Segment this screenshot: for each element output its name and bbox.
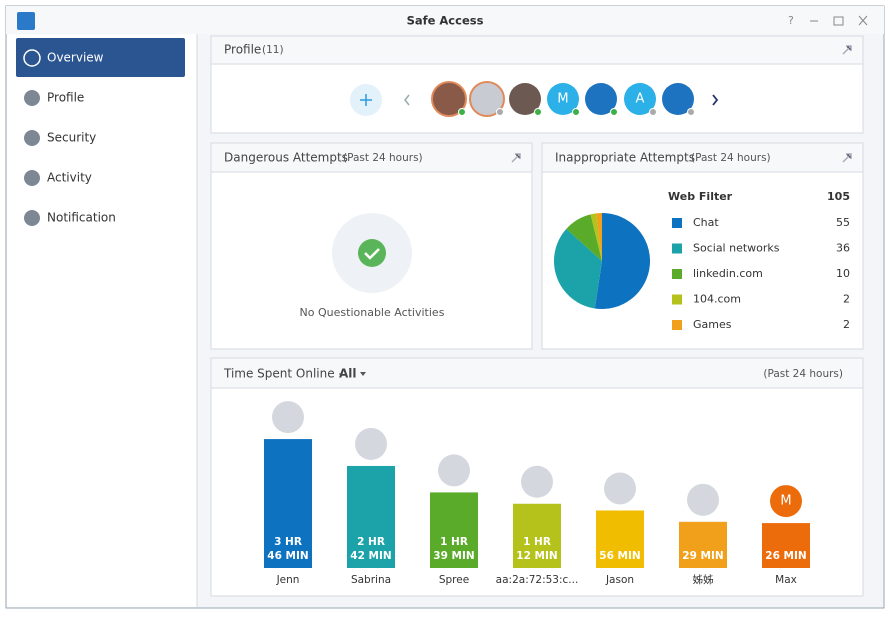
legend-swatch	[672, 269, 682, 279]
x-label: Jason	[605, 574, 634, 586]
profile-avatars[interactable]	[431, 81, 694, 117]
legend-swatch	[672, 320, 682, 330]
nav-icon	[23, 49, 41, 67]
panel-subtitle: (Past 24 hours)	[763, 368, 843, 380]
bar	[762, 523, 810, 568]
avatar-letter: M	[557, 92, 568, 107]
legend-label: linkedin.com	[693, 267, 763, 280]
avatar	[770, 485, 802, 518]
nav-selected[interactable]	[16, 38, 185, 77]
panel-title: Inappropriate Attempts	[555, 151, 695, 165]
nav-icon	[24, 90, 40, 106]
panel-subtitle: (Past 24 hours)	[691, 152, 771, 164]
bar	[347, 465, 395, 568]
panel-title: Time Spent Online -	[223, 367, 343, 381]
legend-title: Web Filter	[668, 190, 733, 203]
legend-value: 36	[836, 242, 850, 255]
x-label: Sabrina	[351, 574, 391, 586]
bar-label: 26 MIN	[765, 550, 806, 562]
legend-value: 10	[836, 267, 850, 280]
bar-label: 46 MIN	[267, 550, 308, 562]
bar-label: 39 MIN	[433, 550, 474, 562]
bar	[513, 503, 561, 568]
prev[interactable]	[404, 94, 410, 106]
bar-label: 2 HR	[357, 536, 385, 548]
legend-total: 105	[827, 190, 850, 203]
bar	[596, 510, 644, 568]
pie-slice	[590, 213, 602, 261]
nav-item[interactable]: Profile	[47, 91, 84, 105]
bar	[679, 521, 727, 568]
legend-label: 104.com	[693, 293, 741, 306]
pie-slice	[594, 213, 651, 310]
x-label: Jenn	[276, 574, 300, 586]
app-icon	[17, 12, 35, 30]
avatar	[355, 427, 387, 460]
legend-swatch	[672, 243, 682, 254]
bar-label: 56 MIN	[599, 550, 640, 562]
bar-label: 12 MIN	[516, 550, 557, 562]
window-title: Safe Access	[407, 14, 484, 28]
avatar	[604, 472, 636, 505]
x-label: 姊姊	[693, 573, 714, 586]
legend-value: 2	[843, 293, 850, 306]
avatar-letter: M	[780, 494, 791, 509]
window-controls[interactable]	[810, 15, 868, 26]
legend-value: 2	[843, 318, 850, 331]
panel-title: Dangerous Attempts	[224, 151, 348, 165]
bar-label: 42 MIN	[350, 550, 391, 562]
pie-slice	[554, 228, 602, 309]
bar	[264, 439, 312, 568]
x-label: Max	[775, 574, 797, 586]
x-label: Spree	[439, 574, 469, 586]
bar-label: 1 HR	[440, 536, 468, 548]
next[interactable]	[712, 94, 719, 106]
avatar	[438, 454, 470, 487]
avatar	[272, 401, 304, 434]
nav-item[interactable]: Security	[47, 131, 96, 145]
pie-slice	[596, 213, 602, 261]
legend-swatch	[672, 294, 682, 305]
bar	[430, 492, 478, 568]
panel-title: Profile	[224, 43, 261, 57]
nav-icon	[24, 170, 40, 186]
avatar	[687, 483, 719, 516]
panel-subtitle: (Past 24 hours)	[343, 152, 423, 164]
bar-label: 3 HR	[274, 536, 302, 548]
x-label: aa:2a:72:53:c...	[496, 574, 579, 586]
bar-label: 1 HR	[523, 536, 551, 548]
nav-item[interactable]: Activity	[47, 171, 92, 185]
nav-icon	[24, 210, 40, 226]
status-dots	[458, 108, 695, 116]
legend-swatch	[672, 218, 682, 228]
pie-slice	[566, 214, 602, 261]
nav-icon	[24, 130, 40, 146]
empty-message: No Questionable Activities	[300, 306, 445, 319]
bar-label: 29 MIN	[682, 550, 723, 562]
nav-item[interactable]: Overview	[47, 51, 104, 65]
avatar-letter: A	[636, 92, 645, 107]
expand-icons[interactable]	[511, 45, 852, 163]
avatar	[521, 465, 553, 498]
legend-value: 55	[836, 216, 850, 229]
nav-item[interactable]: Notification	[47, 211, 116, 225]
legend-label: Games	[693, 318, 732, 331]
legend-label: Social networks	[693, 242, 780, 255]
panel-count: (11)	[262, 44, 284, 56]
legend-label: Chat	[693, 216, 719, 229]
filter-dropdown[interactable]: All	[339, 367, 357, 381]
help-icon[interactable]: ?	[788, 14, 794, 27]
